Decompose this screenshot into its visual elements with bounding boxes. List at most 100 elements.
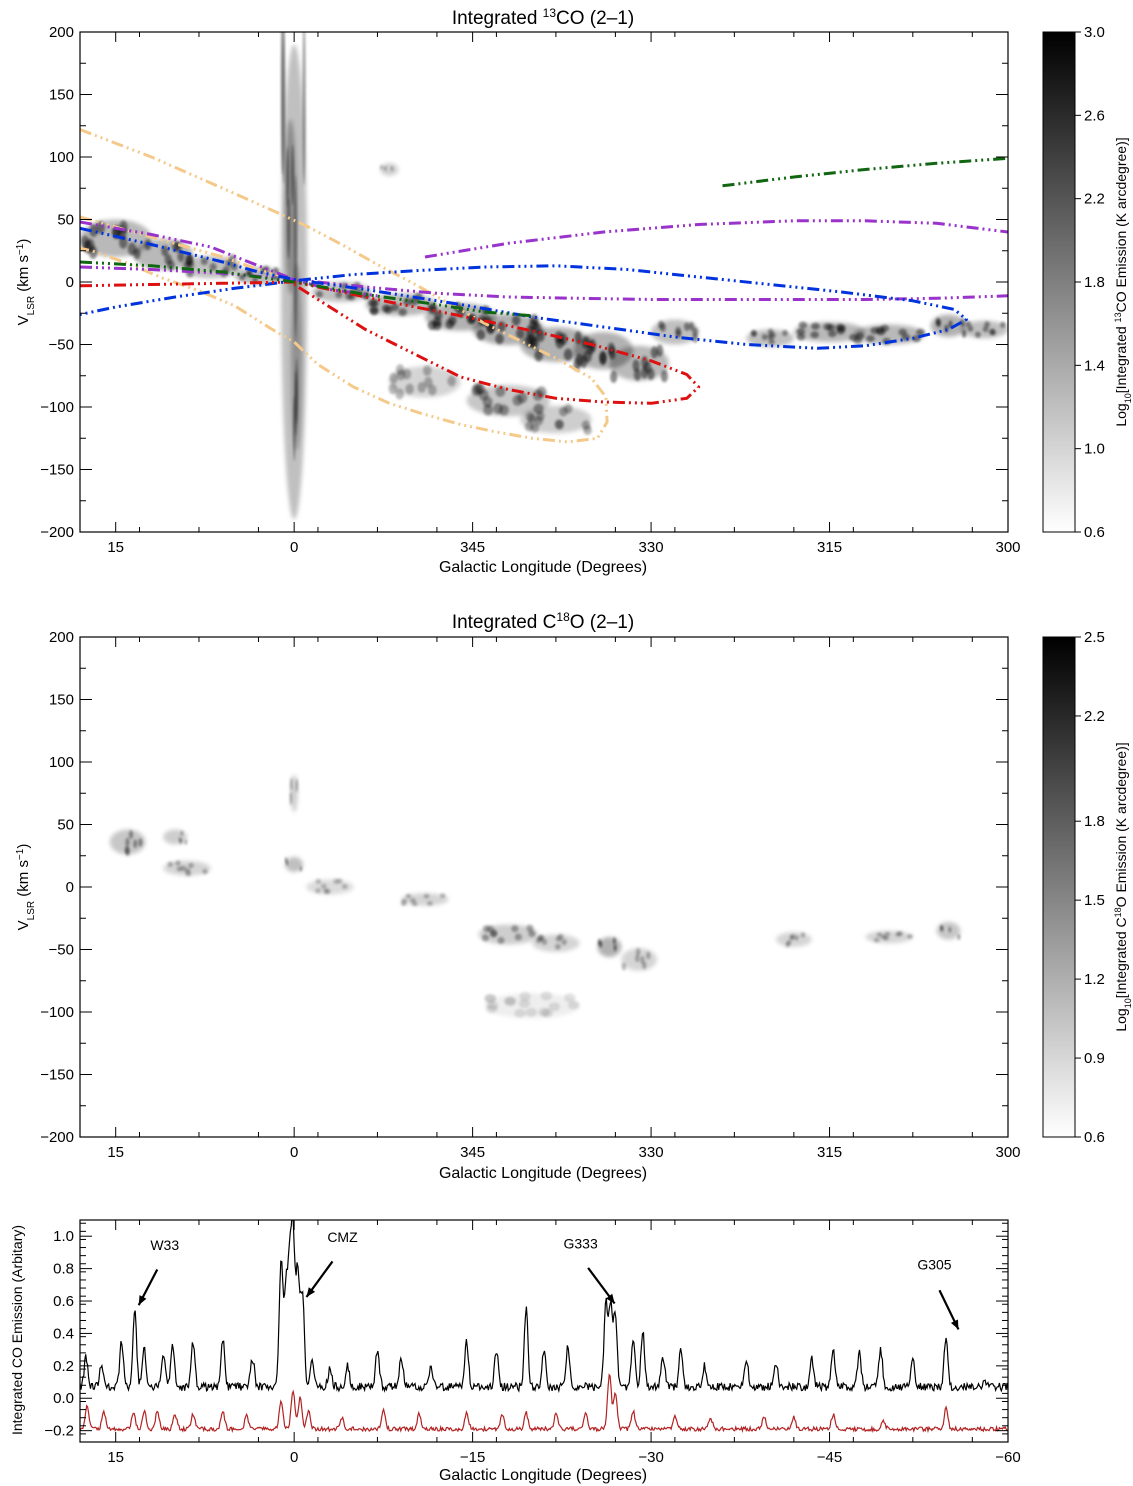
colorbar-tick-label: 0.9: [1084, 1050, 1105, 1067]
emission-clump: [632, 359, 640, 372]
x-tick-label: 300: [995, 539, 1020, 556]
emission-clump: [400, 901, 407, 907]
x-tick-label: −45: [817, 1449, 842, 1466]
emission-clump: [635, 954, 640, 963]
emission-feature: [930, 314, 967, 337]
emission-clump: [786, 939, 792, 946]
emission-clump: [880, 934, 887, 940]
emission-clump: [299, 866, 303, 872]
emission-clump: [482, 925, 491, 933]
panel-13co-emission: [80, 32, 1008, 520]
emission-clump: [975, 331, 981, 338]
emission-clump: [692, 327, 699, 337]
emission-clump: [526, 924, 534, 932]
colorbar-tick-label: 1.5: [1084, 892, 1105, 909]
panel-13co-spiral-arms: [80, 128, 1008, 444]
emission-clump: [907, 934, 913, 939]
y-tick-label: −100: [40, 399, 74, 416]
emission-clump: [289, 791, 293, 805]
emission-clump: [447, 375, 456, 387]
emission-clump: [291, 144, 294, 206]
emission-clump: [185, 871, 192, 877]
spiral-arm-track: [80, 265, 1008, 301]
emission-clump: [133, 839, 138, 849]
annotation-label: G333: [564, 1236, 598, 1252]
series-line-c18o: [80, 1373, 1008, 1434]
panel-c18o: Integrated C18O (2–1) 15 0 345 330 315 300−20…: [15, 610, 1133, 1182]
emission-clump: [282, 32, 286, 185]
emission-clump: [873, 937, 880, 943]
emission-clump: [176, 866, 183, 872]
emission-clump: [396, 369, 406, 381]
x-tick-label: 15: [107, 539, 124, 556]
spiral-arm-track: [80, 128, 609, 444]
y-tick-label: 1.0: [53, 1228, 74, 1245]
emission-clump: [384, 305, 393, 314]
emission-clump: [410, 898, 416, 903]
emission-clump: [635, 947, 641, 956]
x-tick-label: −30: [638, 1449, 663, 1466]
emission-clump: [621, 962, 627, 971]
emission-clump: [554, 419, 564, 429]
colorbar-tick-label: 3.0: [1084, 24, 1105, 41]
emission-clump: [646, 951, 651, 960]
emission-clump: [320, 883, 327, 889]
emission-clump: [411, 901, 418, 907]
emission-clump: [656, 344, 664, 357]
emission-clump: [495, 385, 506, 397]
emission-clump: [751, 330, 757, 337]
y-tick-label: 0.4: [53, 1325, 74, 1342]
emission-clump: [875, 326, 885, 334]
x-tick-label: 300: [995, 1144, 1020, 1161]
emission-clump: [692, 333, 699, 343]
emission-clump: [395, 388, 404, 400]
colorbar-13co-ticks: 0.6 1.0 1.4 1.8 2.2 2.6 3.0: [1075, 24, 1105, 541]
emission-clump: [800, 932, 806, 938]
emission-clump: [836, 327, 845, 335]
emission-clump: [916, 328, 925, 336]
emission-clump: [423, 894, 430, 899]
x-tick-label: 345: [460, 1144, 485, 1161]
emission-clump: [445, 319, 455, 329]
emission-clump: [369, 306, 379, 315]
y-tick-label: 0.2: [53, 1358, 74, 1375]
emission-clump: [133, 248, 141, 260]
emission-clump: [866, 335, 875, 343]
colorbar-tick-label: 1.0: [1084, 441, 1105, 458]
emission-clump: [179, 838, 183, 845]
emission-clump: [610, 370, 618, 383]
emission-feature: [380, 163, 399, 176]
emission-clump: [200, 257, 208, 266]
emission-clump: [483, 404, 494, 416]
emission-clump: [536, 411, 545, 421]
x-tick-label: 0: [290, 1449, 298, 1466]
emission-clump: [811, 322, 820, 330]
emission-clump: [967, 325, 974, 332]
emission-clump: [548, 1002, 561, 1012]
emission-clump: [1000, 321, 1006, 328]
emission-clump: [761, 333, 768, 341]
panel-13co: Integrated 13CO (2–1) 15 0 345 330 315 300−20…: [15, 6, 1133, 576]
colorbar-tick-label: 1.4: [1084, 357, 1105, 374]
emission-clump: [335, 291, 343, 299]
x-tick-label: 345: [460, 539, 485, 556]
panel-c18o-ylabel: VLSR (km s−1): [15, 844, 37, 931]
panel-c18o-axes: 15 0 345 330 315 300−200−150−100−500501001502…: [40, 629, 1020, 1161]
emission-clump: [561, 938, 567, 946]
emission-clump: [599, 940, 603, 948]
panel-13co-title: Integrated 13CO (2–1): [452, 6, 634, 29]
emission-clump: [540, 991, 553, 1001]
emission-clump: [982, 326, 989, 333]
annotation-arrowhead: [950, 1319, 959, 1330]
emission-clump: [380, 165, 383, 170]
emission-clump: [658, 320, 664, 330]
y-tick-label: 100: [49, 149, 74, 166]
emission-clump: [164, 254, 172, 265]
emission-clump: [901, 333, 911, 341]
panel-profile-xlabel: Galactic Longitude (Degrees): [439, 1467, 647, 1484]
colorbar-13co-label: Log10[Integrated 13CO Emission (K arcdeg…: [1113, 137, 1133, 426]
y-tick-label: 50: [57, 212, 74, 229]
emission-clump: [125, 837, 130, 847]
emission-clump: [541, 1008, 553, 1018]
emission-clump: [647, 367, 655, 381]
